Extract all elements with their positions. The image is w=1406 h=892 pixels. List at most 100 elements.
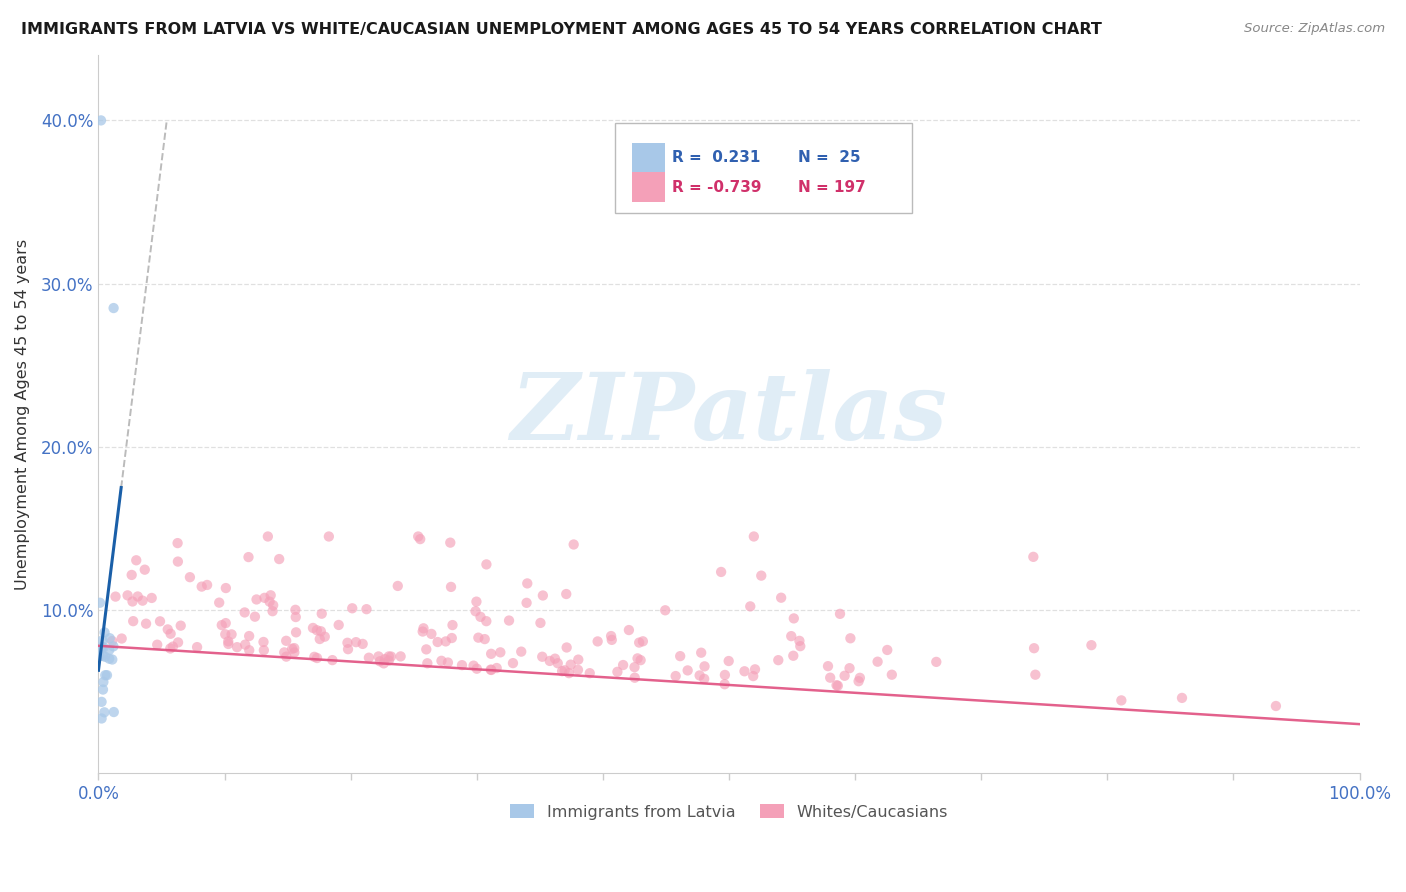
Point	[430, 654, 453, 668]
Point	[623, 671, 645, 685]
Point	[170, 618, 193, 632]
Point	[281, 641, 304, 656]
Point	[828, 607, 851, 621]
Point	[600, 632, 623, 647]
Point	[226, 640, 249, 655]
Point	[783, 611, 806, 625]
Point	[600, 629, 623, 643]
Point	[96, 668, 118, 682]
Point	[89, 596, 111, 610]
Point	[628, 635, 651, 649]
Text: IMMIGRANTS FROM LATVIA VS WHITE/CAUCASIAN UNEMPLOYMENT AMONG AGES 45 TO 54 YEARS: IMMIGRANTS FROM LATVIA VS WHITE/CAUCASIA…	[21, 22, 1102, 37]
Point	[465, 662, 488, 676]
Point	[162, 640, 184, 654]
Point	[374, 652, 396, 666]
Point	[91, 682, 114, 697]
Point	[135, 616, 157, 631]
Point	[90, 113, 112, 128]
Point	[101, 652, 124, 666]
Point	[630, 653, 652, 667]
Point	[848, 674, 870, 689]
Point	[238, 550, 260, 565]
Point	[208, 596, 231, 610]
Point	[167, 635, 190, 649]
Point	[283, 645, 305, 659]
Text: Source: ZipAtlas.com: Source: ZipAtlas.com	[1244, 22, 1385, 36]
Point	[510, 645, 533, 659]
Point	[714, 668, 737, 682]
Point	[586, 634, 609, 648]
Point	[498, 614, 520, 628]
Point	[441, 618, 464, 632]
Point	[555, 587, 578, 601]
Point	[257, 529, 280, 543]
Point	[305, 651, 328, 665]
Point	[464, 604, 486, 618]
Point	[412, 624, 434, 639]
Point	[531, 649, 554, 664]
Point	[742, 669, 765, 683]
Point	[245, 592, 267, 607]
Point	[252, 635, 274, 649]
Point	[1022, 641, 1045, 656]
Point	[387, 579, 409, 593]
Point	[233, 606, 256, 620]
Point	[409, 532, 432, 546]
Point	[93, 640, 115, 655]
Point	[283, 641, 305, 656]
Point	[406, 529, 429, 543]
Point	[1171, 690, 1194, 705]
Point	[357, 650, 380, 665]
Point	[742, 529, 765, 543]
Point	[98, 651, 121, 665]
Point	[318, 529, 340, 543]
Point	[262, 604, 284, 618]
Point	[470, 610, 492, 624]
Point	[567, 663, 589, 677]
Text: R =  0.231: R = 0.231	[672, 151, 761, 165]
Point	[555, 640, 578, 655]
Point	[463, 658, 485, 673]
Point	[215, 581, 238, 595]
Point	[479, 663, 502, 677]
Point	[94, 649, 117, 664]
Point	[122, 614, 145, 628]
Point	[689, 668, 711, 682]
Point	[693, 672, 716, 686]
Point	[1024, 667, 1046, 681]
Text: N =  25: N = 25	[799, 151, 860, 165]
Point	[344, 635, 367, 649]
Point	[562, 537, 585, 551]
Point	[825, 678, 848, 692]
Point	[440, 580, 463, 594]
Point	[253, 643, 276, 657]
Point	[111, 632, 134, 646]
Point	[221, 627, 243, 641]
Point	[217, 637, 239, 651]
Point	[817, 659, 839, 673]
Point	[314, 630, 336, 644]
Point	[827, 679, 849, 693]
Point	[284, 603, 307, 617]
Point	[94, 668, 117, 682]
Point	[125, 553, 148, 567]
Point	[103, 640, 125, 654]
Point	[465, 594, 488, 608]
Point	[93, 625, 115, 640]
Point	[749, 568, 772, 582]
Point	[89, 649, 111, 664]
Point	[531, 589, 554, 603]
Point	[782, 648, 804, 663]
Point	[560, 657, 582, 672]
Point	[211, 618, 233, 632]
Point	[475, 558, 498, 572]
Point	[337, 642, 360, 657]
Point	[367, 649, 389, 664]
Point	[734, 665, 756, 679]
Point	[516, 596, 538, 610]
Point	[415, 642, 437, 657]
Point	[149, 615, 172, 629]
Point	[612, 658, 634, 673]
Point	[1022, 549, 1045, 564]
Point	[93, 706, 115, 720]
